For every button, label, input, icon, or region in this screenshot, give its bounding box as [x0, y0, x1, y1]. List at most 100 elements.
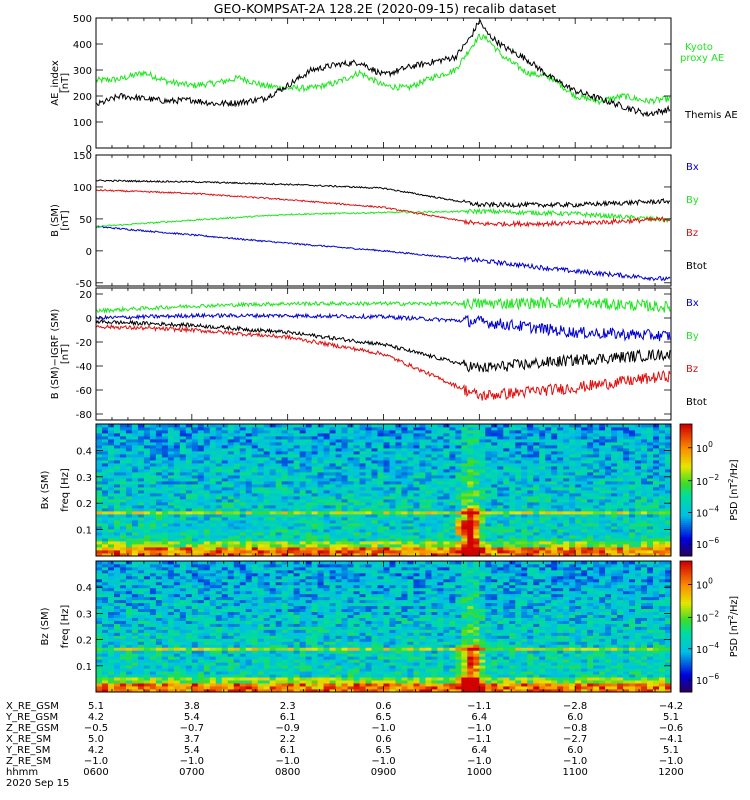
spectrogram-cell [185, 433, 193, 437]
spectrogram-cell [383, 535, 390, 539]
spectrogram-cell [353, 424, 360, 428]
spectrogram-cell [233, 526, 241, 530]
spectrogram-cell [419, 457, 426, 461]
spectrogram-cell [647, 505, 654, 509]
spectrogram-cell [341, 448, 348, 452]
spectrogram-cell [257, 460, 265, 464]
spectrogram-cell [569, 544, 576, 548]
spectrogram-cell [371, 496, 378, 500]
spectrogram-cell [155, 442, 163, 446]
spectrogram-cell [389, 541, 396, 545]
spectrogram-cell [317, 550, 324, 554]
spectrogram-cell [461, 529, 468, 533]
spectrogram-cell [239, 466, 247, 470]
spectrogram-cell [479, 544, 486, 548]
spectrogram-cell [377, 514, 384, 518]
spectrogram-cell [461, 532, 468, 536]
spectrogram-cell [359, 478, 366, 482]
spectrogram-cell [239, 532, 247, 536]
spectrogram-cell [611, 481, 618, 485]
spectrogram-cell [347, 505, 354, 509]
spectrogram-cell [317, 541, 324, 545]
spectrogram-cell [635, 526, 642, 530]
spectrogram-cell [263, 532, 271, 536]
spectrogram-cell [461, 475, 468, 479]
spectrogram-cell [203, 490, 211, 494]
spectrogram-cell [479, 481, 486, 485]
spectrogram-cell [635, 520, 642, 524]
series-line-by [96, 207, 671, 228]
spectrogram-cell [317, 553, 324, 557]
spectrogram-cell [407, 535, 414, 539]
spectrogram-cell [431, 490, 438, 494]
spectrogram-cell [365, 490, 372, 494]
spectrogram-cell [167, 550, 175, 554]
spectrogram-cell [491, 499, 498, 503]
spectrogram-cell [563, 469, 570, 473]
spectrogram-cell [443, 508, 450, 512]
spectrogram-cell [239, 460, 247, 464]
spectrogram-cell [131, 523, 139, 527]
spectrogram-cell [96, 472, 103, 476]
spectrogram-cell [293, 427, 301, 431]
spectrogram-cell [179, 481, 187, 485]
spectrogram-cell [143, 427, 151, 431]
spectrogram-cell [131, 448, 139, 452]
spectrogram-cell [635, 535, 642, 539]
spectrogram-cell [377, 484, 384, 488]
spectrogram-cell [113, 463, 121, 467]
spectrogram-cell [131, 439, 139, 443]
spectrogram-cell [179, 436, 187, 440]
spectrogram-cell [167, 538, 175, 542]
spectrogram-cell [227, 478, 235, 482]
spectrogram-cell [275, 532, 283, 536]
spectrogram-cell [257, 472, 265, 476]
spectrogram-cell [209, 466, 217, 470]
panel-5: 0.10.20.30.4Bz (SM) freq [Hz]10010−210−41… [40, 560, 740, 693]
spectrogram-cell [539, 448, 546, 452]
spectrogram-cell [341, 478, 348, 482]
spectrogram-cell [665, 550, 672, 554]
spectrogram-cell [113, 436, 121, 440]
spectrogram-cell [587, 424, 594, 428]
spectrogram-cell [107, 535, 115, 539]
spectrogram-cell [539, 532, 546, 536]
spectrogram-cell [287, 484, 295, 488]
spectrogram-cell [455, 499, 462, 503]
spectrogram-cell [149, 517, 157, 521]
spectrogram-cell [245, 451, 253, 455]
spectrogram-cell [227, 496, 235, 500]
spectrogram-cell [305, 499, 313, 503]
spectrogram-cell [131, 659, 139, 663]
spectrogram-cell [533, 469, 540, 473]
spectrogram-cell [617, 469, 624, 473]
spectrogram-cell [545, 472, 552, 476]
spectrogram-cell [137, 442, 145, 446]
spectrogram-cell [413, 529, 420, 533]
spectrogram-cell [575, 538, 582, 542]
spectrogram-cell [647, 502, 654, 506]
spectrogram-cell [575, 526, 582, 530]
spectrogram-cell [467, 532, 474, 536]
spectrogram-cell [281, 457, 289, 461]
spectrogram-cell [509, 451, 516, 455]
spectrogram-cell [119, 481, 127, 485]
spectrogram-cell [461, 433, 468, 437]
spectrogram-cell [107, 520, 115, 524]
spectrogram-cell [257, 508, 265, 512]
spectrogram-cell [143, 433, 151, 437]
spectrogram-cell [221, 526, 229, 530]
spectrogram-cell [395, 478, 402, 482]
spectrogram-cell [557, 442, 564, 446]
spectrogram-cell [527, 520, 534, 524]
spectrogram-cell [185, 445, 193, 449]
spectrogram-cell [491, 487, 498, 491]
spectrogram-cell [293, 502, 301, 506]
spectrogram-cell [323, 505, 330, 509]
colorbar-step [680, 448, 692, 452]
spectrogram-cell [461, 469, 468, 473]
spectrogram-cell [209, 484, 217, 488]
spectrogram-cell [203, 550, 211, 554]
spectrogram-cell [569, 472, 576, 476]
spectrogram-cell [407, 448, 414, 452]
